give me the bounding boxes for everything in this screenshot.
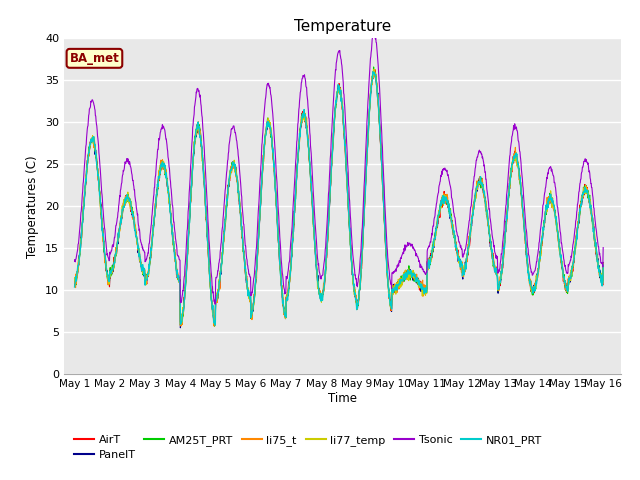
X-axis label: Time: Time (328, 392, 357, 405)
Text: BA_met: BA_met (70, 52, 119, 65)
Title: Temperature: Temperature (294, 20, 391, 35)
Y-axis label: Temperatures (C): Temperatures (C) (26, 155, 40, 258)
Legend: AirT, PanelT, AM25T_PRT, li75_t, li77_temp, Tsonic, NR01_PRT: AirT, PanelT, AM25T_PRT, li75_t, li77_te… (70, 431, 547, 465)
